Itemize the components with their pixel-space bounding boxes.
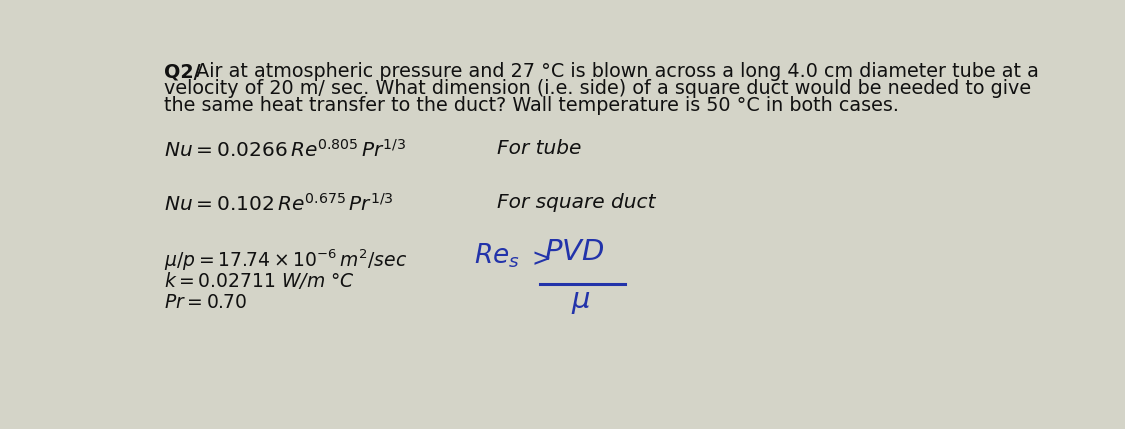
Text: For square duct: For square duct [497, 193, 656, 212]
Text: $PVD$: $PVD$ [543, 239, 604, 266]
Text: For tube: For tube [497, 139, 582, 158]
Text: Air at atmospheric pressure and 27 °C is blown across a long 4.0 cm diameter tub: Air at atmospheric pressure and 27 °C is… [190, 62, 1040, 81]
Text: $\mu$: $\mu$ [570, 288, 591, 316]
Text: velocity of 20 m/ sec. What dimension (i.e. side) of a square duct would be need: velocity of 20 m/ sec. What dimension (i… [164, 79, 1030, 98]
Text: Q2/: Q2/ [164, 62, 200, 81]
Text: $\mu/p = 17.74 \times 10^{-6}\,m^2/sec$: $\mu/p = 17.74 \times 10^{-6}\,m^2/sec$ [164, 247, 407, 272]
Text: $\mathdefault{>}$: $\mathdefault{>}$ [526, 246, 550, 270]
Text: $Pr = 0.70$: $Pr = 0.70$ [164, 293, 246, 312]
Text: $Re_s$: $Re_s$ [474, 242, 520, 270]
Text: $k = 0.02711$ W/m °C: $k = 0.02711$ W/m °C [164, 270, 354, 291]
Text: $Nu = 0.102\,Re^{0.675}\,Pr^{1/3}$: $Nu = 0.102\,Re^{0.675}\,Pr^{1/3}$ [164, 193, 394, 215]
Text: the same heat transfer to the duct? Wall temperature is 50 °C in both cases.: the same heat transfer to the duct? Wall… [164, 96, 899, 115]
Text: $Nu = 0.0266\,Re^{0.805}\,Pr^{1/3}$: $Nu = 0.0266\,Re^{0.805}\,Pr^{1/3}$ [164, 139, 406, 161]
